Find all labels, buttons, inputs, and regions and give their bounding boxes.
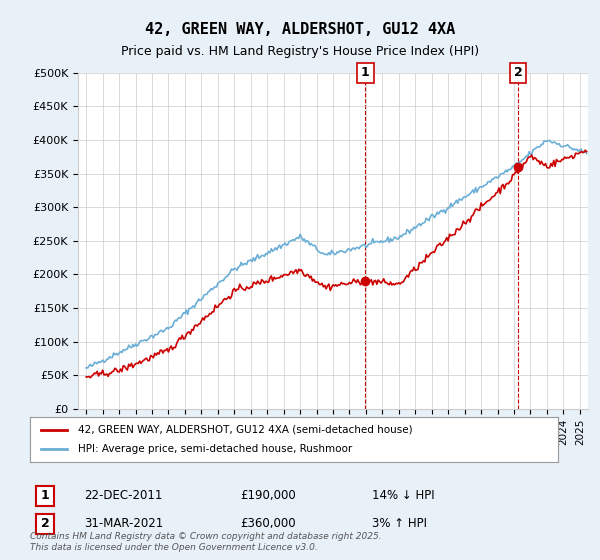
Text: 14% ↓ HPI: 14% ↓ HPI [372, 489, 434, 502]
Text: Price paid vs. HM Land Registry's House Price Index (HPI): Price paid vs. HM Land Registry's House … [121, 45, 479, 58]
Text: 3% ↑ HPI: 3% ↑ HPI [372, 517, 427, 530]
Text: 31-MAR-2021: 31-MAR-2021 [84, 517, 163, 530]
Text: 22-DEC-2011: 22-DEC-2011 [84, 489, 163, 502]
Text: 1: 1 [361, 66, 370, 80]
Text: 42, GREEN WAY, ALDERSHOT, GU12 4XA (semi-detached house): 42, GREEN WAY, ALDERSHOT, GU12 4XA (semi… [77, 424, 412, 435]
Text: 2: 2 [41, 517, 49, 530]
Text: Contains HM Land Registry data © Crown copyright and database right 2025.
This d: Contains HM Land Registry data © Crown c… [30, 532, 382, 552]
Text: 1: 1 [41, 489, 49, 502]
Text: £360,000: £360,000 [240, 517, 296, 530]
Text: 2: 2 [514, 66, 523, 80]
Text: £190,000: £190,000 [240, 489, 296, 502]
Text: HPI: Average price, semi-detached house, Rushmoor: HPI: Average price, semi-detached house,… [77, 445, 352, 455]
Text: 42, GREEN WAY, ALDERSHOT, GU12 4XA: 42, GREEN WAY, ALDERSHOT, GU12 4XA [145, 22, 455, 38]
